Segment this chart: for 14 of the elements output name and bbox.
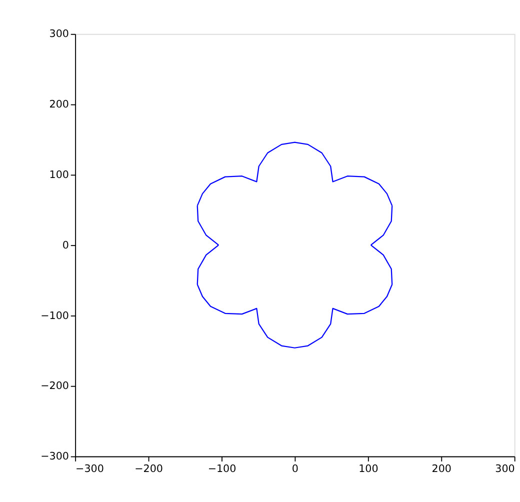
x-tick-label: 200 — [432, 462, 452, 475]
y-tick-label: −300 — [40, 450, 69, 463]
x-tick-label: 100 — [358, 462, 378, 475]
y-tick-label: 200 — [49, 98, 69, 111]
y-tick-label: 0 — [62, 239, 69, 252]
x-tick-label: 300 — [495, 462, 515, 475]
x-tick-label: −100 — [208, 462, 236, 475]
y-tick-label: −100 — [40, 310, 69, 322]
x-tick-label: −300 — [76, 462, 104, 475]
x-tick-label: 0 — [292, 462, 298, 475]
x-tick-label: −200 — [134, 462, 163, 475]
y-tick-label: 100 — [49, 168, 69, 181]
y-tick-label: −200 — [40, 380, 69, 392]
y-tick-label: 300 — [49, 28, 69, 40]
